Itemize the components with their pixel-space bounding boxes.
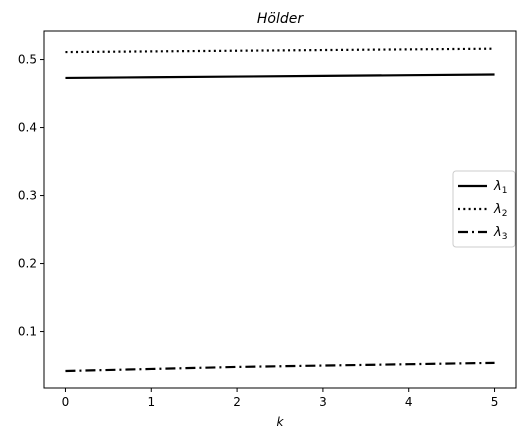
chart-title: Hölder [257, 11, 304, 27]
x-tick-label: 2 [233, 395, 241, 409]
legend-box [452, 170, 516, 248]
y-tick-label: 0.3 [18, 189, 37, 203]
y-axis: 0.1 0.2 0.3 0.4 0.5 [18, 53, 44, 339]
x-axis: 0 1 2 3 4 5 [62, 388, 499, 409]
series-line-2 [65, 47, 495, 54]
x-tick-label: 5 [491, 395, 499, 409]
y-tick-label: 0.4 [18, 121, 37, 135]
x-tick-label: 3 [319, 395, 327, 409]
x-tick-label: 1 [147, 395, 155, 409]
x-tick-label: 0 [62, 395, 70, 409]
y-tick-label: 0.1 [18, 325, 37, 339]
y-tick-label: 0.5 [18, 53, 37, 67]
plot-lines [65, 47, 495, 373]
x-tick-label: 4 [405, 395, 413, 409]
series-line-3 [65, 361, 495, 373]
y-tick-label: 0.2 [18, 257, 37, 271]
plot-frame [43, 30, 517, 389]
series-line-1 [65, 73, 495, 80]
x-axis-label: k [277, 415, 285, 429]
